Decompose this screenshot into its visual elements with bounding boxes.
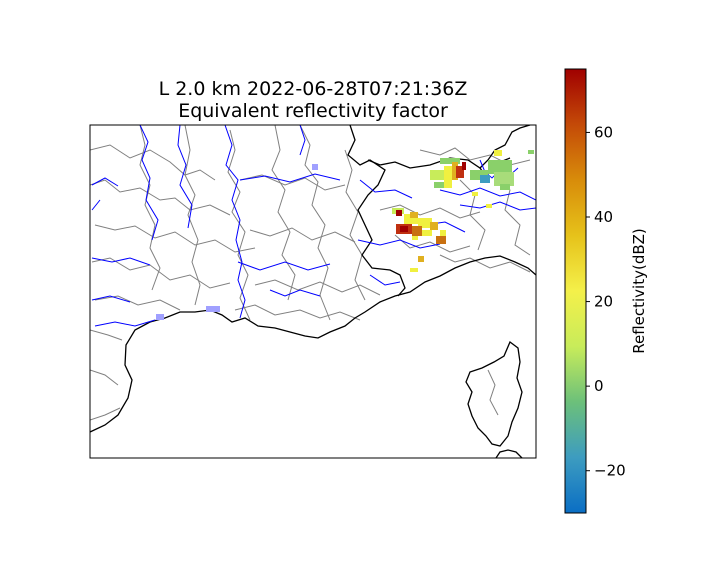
rivers (91, 125, 536, 327)
coastline (90, 255, 536, 458)
colorbar-gradient (565, 69, 586, 513)
radar-echoes (156, 150, 534, 320)
colorbar-frame (564, 68, 587, 514)
colorbar-ticks: 60 40 20 0 −20 (586, 123, 626, 480)
colorbar-tick-label: 60 (594, 123, 613, 141)
map-frame (89, 124, 537, 459)
colorbar-tick-label: 0 (594, 377, 604, 395)
map-background (90, 125, 536, 458)
plot-title-line-2: Equivalent reflectivity factor (178, 100, 448, 122)
colorbar-tick-label: 40 (594, 208, 613, 226)
colorbar-label: Reflectivity(dBZ) (630, 228, 648, 354)
plot-title-line-1: L 2.0 km 2022-06-28T07:21:36Z (158, 78, 468, 100)
colorbar-tick-label: −20 (594, 462, 626, 480)
colorbar-tick-label: 20 (594, 293, 613, 311)
region-borders (90, 125, 531, 421)
